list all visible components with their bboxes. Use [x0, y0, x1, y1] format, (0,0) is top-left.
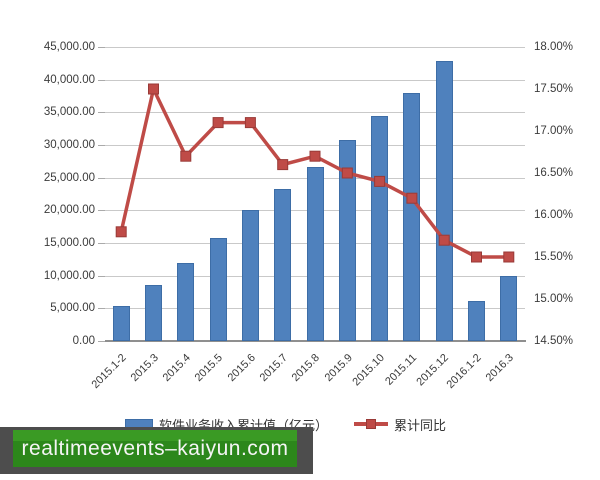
left-axis-tick-label: 40,000.00: [43, 73, 95, 86]
left-axis-tick-label: 45,000.00: [43, 41, 95, 53]
left-axis-tick: [98, 210, 105, 212]
right-axis-tick-label: 18.00%: [534, 41, 574, 53]
left-axis-tick-label: 15,000.00: [43, 237, 95, 249]
left-axis-tick: [98, 177, 105, 179]
bar: [435, 61, 453, 341]
watermark-text: realtimeevents–kaiyun.com: [21, 436, 289, 460]
line-marker: [374, 175, 386, 187]
left-axis-tick-label: 10,000.00: [43, 269, 95, 282]
right-axis-tick-label: 17.00%: [534, 125, 574, 137]
right-axis-tick-label: 16.00%: [534, 209, 574, 221]
right-axis-tick-label: 15.00%: [534, 293, 574, 305]
left-axis-tick: [98, 275, 105, 277]
yoy-line: [119, 83, 509, 259]
line-series-marker-icon: [354, 418, 389, 430]
line-marker: [277, 159, 289, 171]
bar: [468, 301, 486, 341]
gridline: [105, 79, 525, 81]
bar: [338, 139, 356, 341]
line-marker: [438, 234, 450, 246]
right-axis-tick-label: 17.50%: [534, 83, 574, 95]
left-axis-tick: [98, 79, 105, 81]
left-axis-tick-label: 35,000.00: [43, 106, 95, 119]
x-axis-line: [105, 340, 526, 342]
left-axis-tick-label: 20,000.00: [43, 204, 95, 217]
line-marker: [471, 251, 482, 263]
right-axis-tick-label: 15.50%: [534, 251, 574, 263]
line-marker: [115, 226, 127, 238]
left-axis-tick: [98, 145, 105, 146]
right-axis-tick-label: 16.50%: [534, 167, 574, 179]
left-axis-tick-label: 0.00: [72, 335, 95, 347]
bar: [500, 276, 518, 341]
left-axis-tick-label: 30,000.00: [43, 139, 95, 151]
watermark-banner[interactable]: realtimeevents–kaiyun.com: [13, 430, 297, 467]
gridline: [105, 112, 525, 114]
line-marker: [180, 150, 192, 162]
bar: [274, 188, 292, 341]
line-marker: [341, 167, 353, 179]
line-series-legend-label: 累计同比: [394, 417, 447, 433]
left-axis-tick-label: 5,000.00: [50, 302, 95, 315]
line-marker: [406, 192, 418, 204]
left-axis-tick: [98, 47, 105, 48]
bar: [144, 284, 162, 341]
line-marker: [212, 117, 224, 129]
line-marker: [503, 251, 515, 263]
left-axis-tick: [98, 341, 105, 342]
bar: [112, 305, 130, 341]
bar: [403, 92, 421, 341]
bar: [241, 209, 259, 341]
bar: [371, 115, 389, 341]
left-axis-tick: [98, 112, 105, 114]
left-axis-tick: [98, 243, 105, 244]
line-marker: [244, 117, 256, 129]
line-marker: [309, 150, 321, 162]
left-axis-tick: [98, 308, 105, 310]
line-marker: [148, 83, 159, 95]
right-axis-tick-label: 14.50%: [534, 335, 574, 347]
gridline: [105, 47, 525, 48]
bar: [177, 263, 195, 341]
bar: [306, 166, 324, 341]
gridline: [105, 145, 525, 146]
legend-item-line: 累计同比: [354, 415, 446, 434]
bar: [209, 238, 227, 341]
left-axis-tick-label: 25,000.00: [43, 171, 95, 184]
